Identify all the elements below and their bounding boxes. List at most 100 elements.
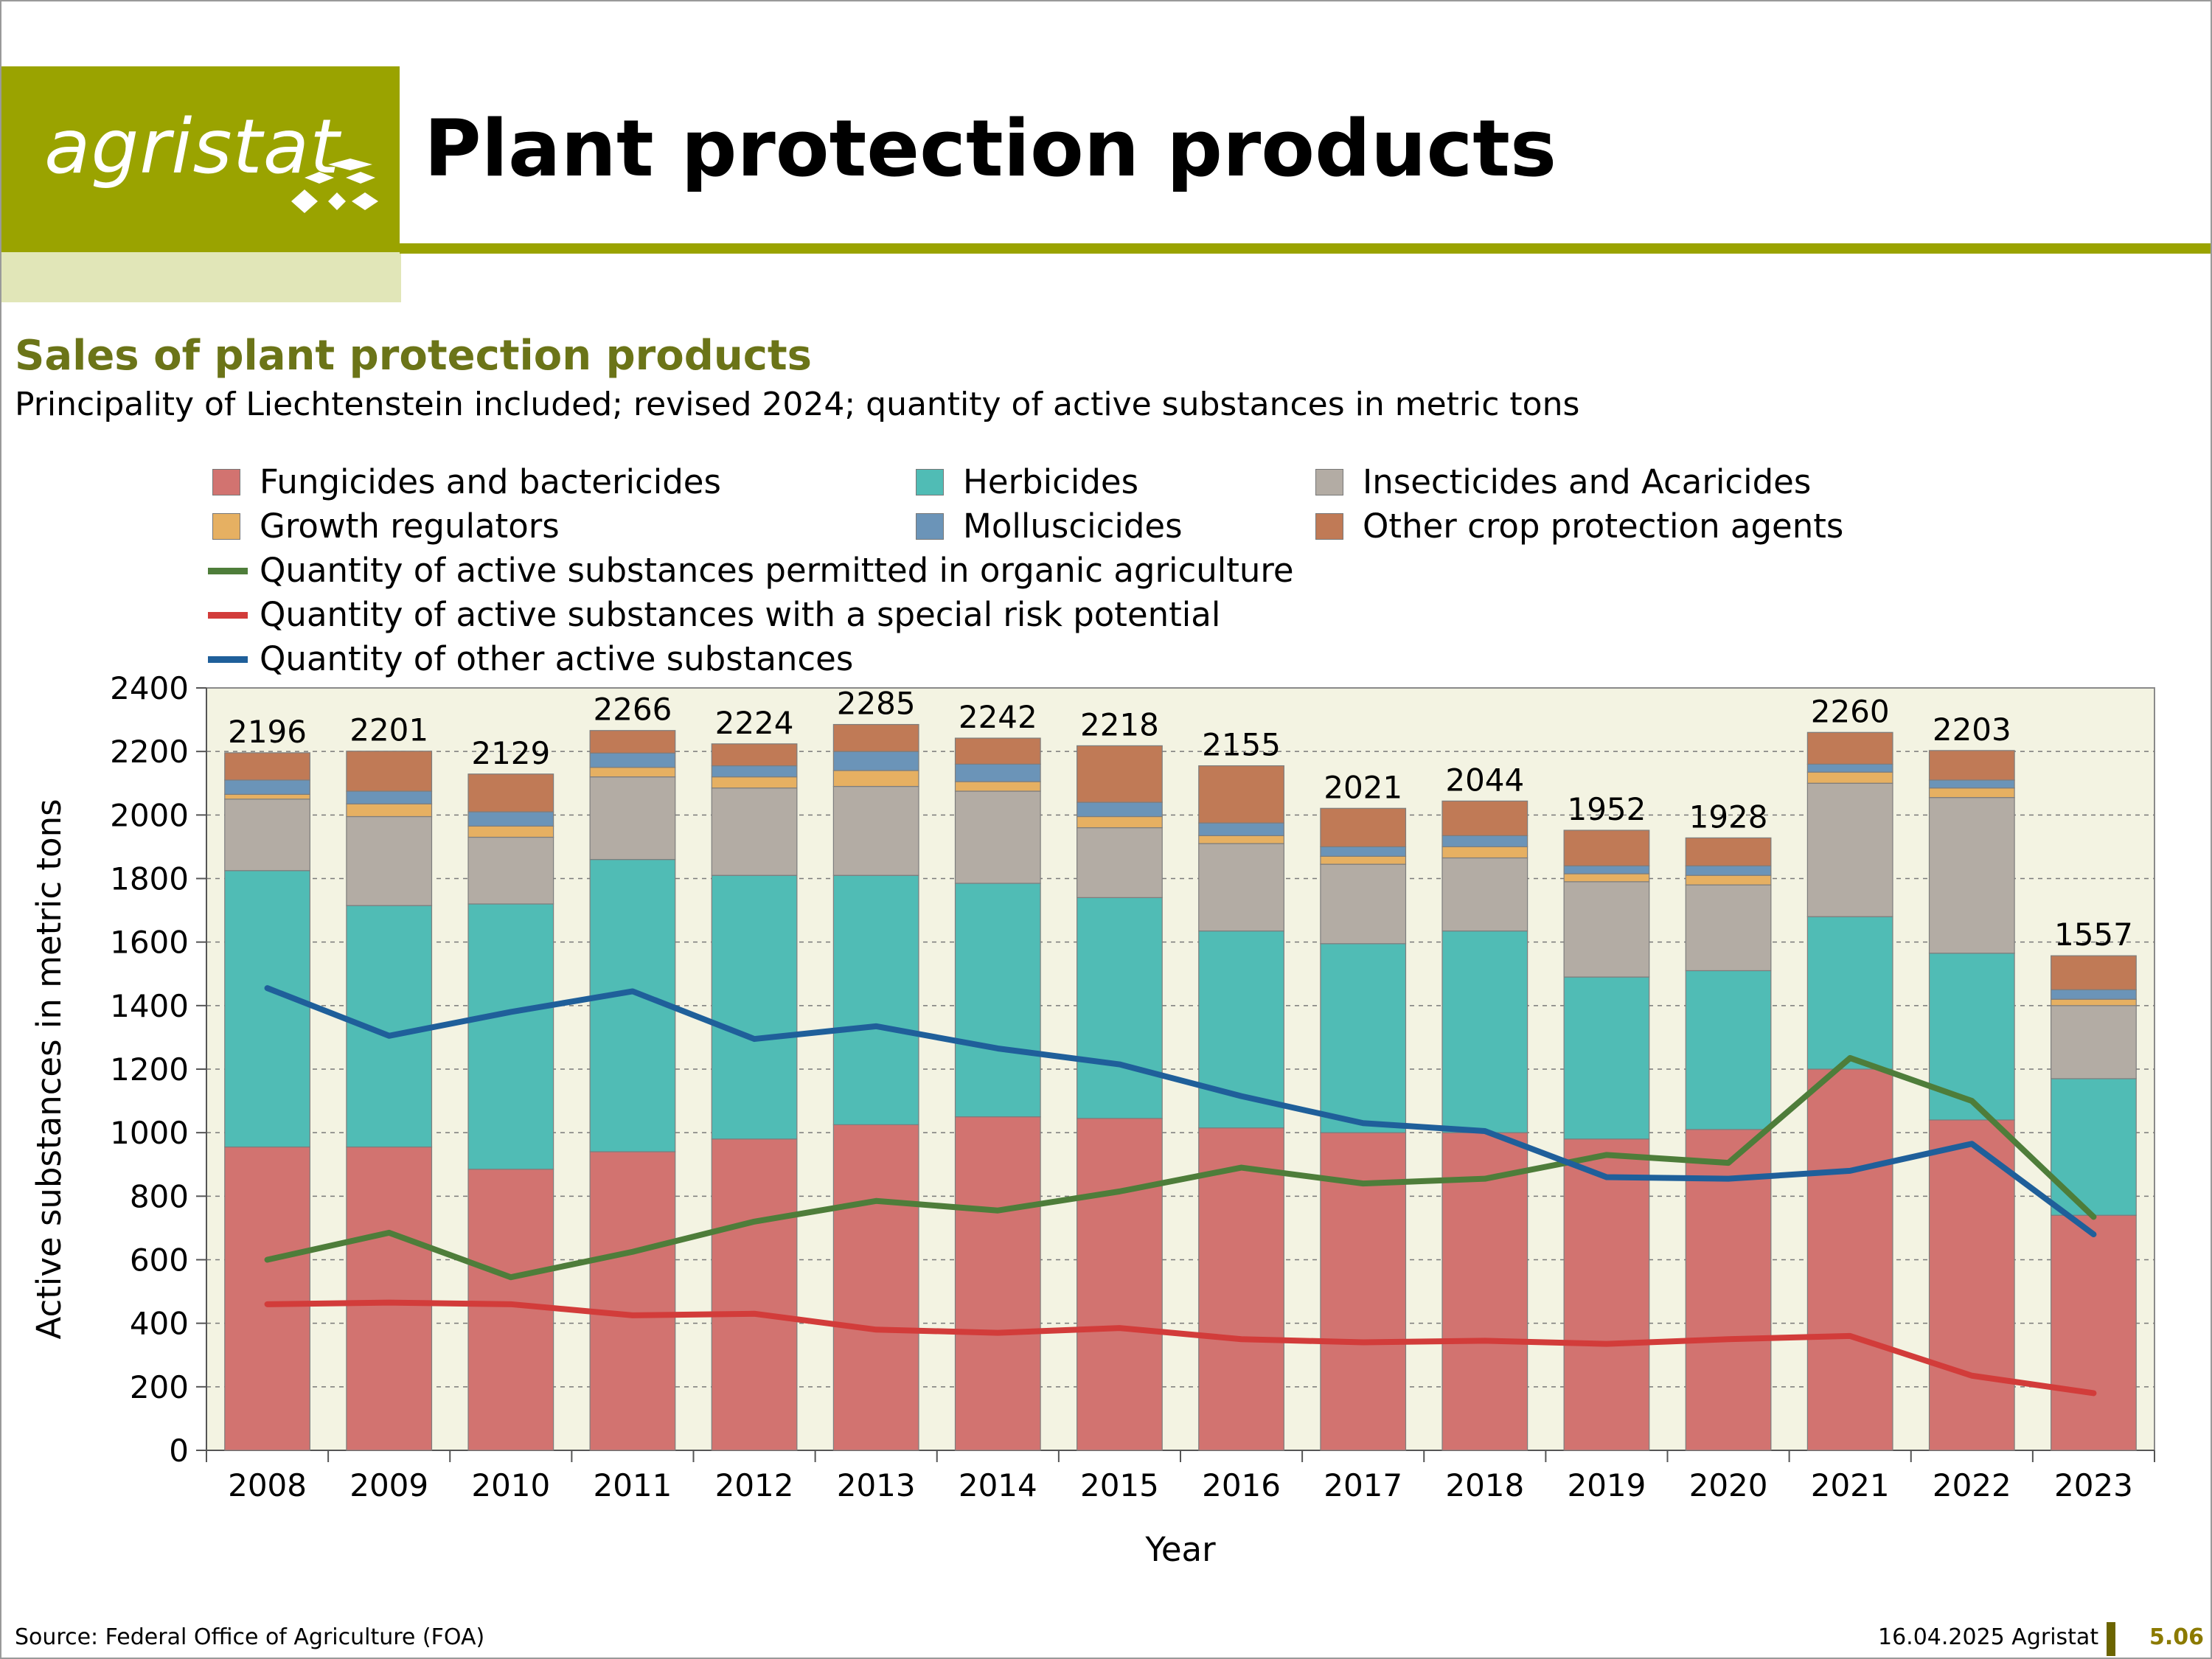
y-tick-label: 2400: [110, 670, 189, 706]
bar-segment: [954, 737, 1041, 765]
x-tick-label: 2009: [349, 1467, 428, 1503]
y-tick-label: 1800: [110, 861, 189, 897]
legend-swatch-growth-regulators: [212, 513, 240, 540]
x-tick-label: 2019: [1567, 1467, 1646, 1503]
bar-segment: [1320, 943, 1407, 1133]
bar-total-label: 2260: [1811, 693, 1890, 729]
bar-segment: [832, 785, 919, 876]
bar-segment: [1685, 884, 1772, 972]
y-tick-label: 1600: [110, 925, 189, 961]
bar-segment: [1806, 1068, 1893, 1451]
bar-segment: [1320, 855, 1407, 865]
bar-segment: [1806, 763, 1893, 773]
bar-segment: [224, 793, 310, 800]
bar-segment: [711, 743, 798, 767]
legend-line-other-substances: [208, 656, 248, 663]
bar-total-label: 2044: [1445, 762, 1524, 798]
bar-segment: [1198, 835, 1284, 844]
bar-segment: [1198, 822, 1284, 836]
bar-total-label: 2224: [715, 705, 794, 741]
legend-item-special-risk: Quantity of active substances with a spe…: [208, 594, 1221, 636]
logo-diamond-icon: [291, 159, 378, 213]
bar-segment: [832, 1124, 919, 1451]
bar-segment: [467, 773, 554, 813]
bar-segment: [589, 1151, 676, 1451]
chart-subtitle: Principality of Liechtenstein included; …: [15, 386, 1580, 423]
y-tick-label: 1200: [110, 1051, 189, 1088]
x-tick-label: 2022: [1933, 1467, 2011, 1503]
bar-total-label: 1928: [1689, 799, 1768, 835]
x-tick-label: 2016: [1202, 1467, 1281, 1503]
bar-segment: [346, 803, 433, 818]
bar-segment: [1563, 873, 1650, 883]
legend-label-molluscicides: Molluscicides: [963, 507, 1183, 546]
bar-segment: [2051, 1214, 2137, 1451]
legend-line-special-risk: [208, 612, 248, 619]
legend-label-growth-regulators: Growth regulators: [260, 507, 560, 546]
legend-item-insecticides: Insecticides and Acaricides: [1315, 462, 1811, 503]
logo-block: [1, 66, 400, 252]
bar-segment: [1320, 863, 1407, 945]
legend-swatch-insecticides: [1315, 469, 1343, 495]
bar-total-label: 1557: [2054, 917, 2133, 953]
x-tick-label: 2008: [228, 1467, 307, 1503]
bar-segment: [1441, 835, 1528, 848]
bar-total-label: 2196: [228, 714, 307, 750]
bar-segment: [1806, 916, 1893, 1070]
bar-segment: [346, 1146, 433, 1451]
page-number: 5.06: [2149, 1624, 2205, 1650]
legend-item-other-substances: Quantity of other active substances: [208, 639, 854, 680]
logo-accent: [1, 252, 401, 302]
x-tick-label: 2012: [715, 1467, 794, 1503]
bar-segment: [1198, 765, 1284, 824]
bar-segment: [832, 770, 919, 787]
legend-label-organic: Quantity of active substances permitted …: [260, 551, 1294, 590]
bar-segment: [346, 815, 433, 906]
bar-segment: [224, 870, 310, 1148]
bar-segment: [1563, 976, 1650, 1140]
y-tick-label: 2200: [110, 734, 189, 770]
page-title: Plant protection products: [424, 103, 1557, 194]
bar-segment: [589, 859, 676, 1152]
bar-segment: [2051, 989, 2137, 1000]
bar-total-label: 2266: [593, 692, 672, 728]
bar-segment: [711, 776, 798, 789]
x-tick-label: 2013: [837, 1467, 916, 1503]
legend-label-other-agents: Other crop protection agents: [1363, 507, 1844, 546]
series-line: [264, 985, 2097, 1238]
bar-segment: [467, 811, 554, 827]
bar-segment: [1685, 874, 1772, 886]
bar-segment: [1685, 837, 1772, 866]
bar-segment: [224, 799, 310, 872]
bar-segment: [1198, 843, 1284, 932]
bar-segment: [1441, 846, 1528, 859]
bar-segment: [589, 767, 676, 778]
stacked-bar-chart: 0 200 400 600 800 1000 1200 1400 1600 1800 2000 220…: [29, 670, 2155, 1569]
legend-item-organic: Quantity of active substances permitted …: [208, 550, 1294, 591]
legend-item-fungicides: Fungicides and bactericides: [212, 462, 721, 503]
bar-segment: [711, 874, 798, 1140]
bar-segment: [224, 779, 310, 795]
footer-date: 16.04.2025 Agristat: [1878, 1624, 2099, 1650]
legend-label-special-risk: Quantity of active substances with a spe…: [260, 595, 1221, 634]
header-rule: [400, 243, 2211, 254]
bar-segment: [954, 790, 1041, 884]
legend-label-other-substances: Quantity of other active substances: [260, 639, 854, 678]
bar-total-label: 2203: [1933, 712, 2011, 748]
legend-item-growth-regulators: Growth regulators: [212, 506, 560, 547]
bar-segment: [467, 1169, 554, 1451]
bar-segment: [467, 836, 554, 905]
bar-segment: [954, 1116, 1041, 1451]
bar-segment: [1198, 1127, 1284, 1451]
bar-segment: [711, 765, 798, 778]
bar-total-label: 2242: [959, 699, 1037, 735]
bar-segment: [832, 751, 919, 771]
bar-segment: [832, 723, 919, 752]
bar-total-label: 2218: [1080, 706, 1159, 742]
bar-segment: [1806, 782, 1893, 917]
legend-label-herbicides: Herbicides: [963, 462, 1139, 501]
bar-segment: [711, 787, 798, 876]
y-tick-label: 800: [130, 1178, 189, 1214]
bar-segment: [2051, 955, 2137, 990]
